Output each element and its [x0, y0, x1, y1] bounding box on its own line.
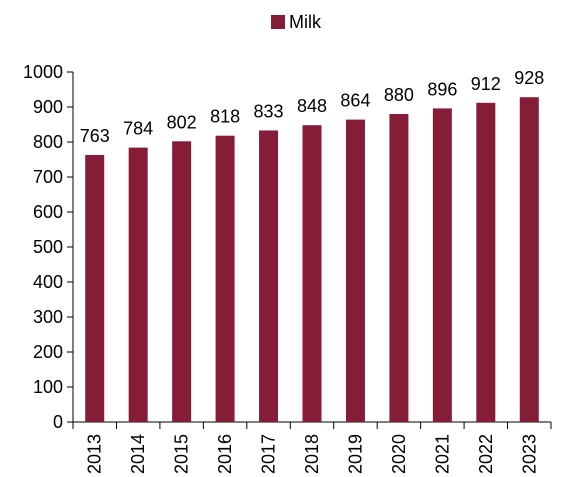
bar-2022	[476, 102, 496, 423]
x-tick-label-2017: 2017	[259, 434, 279, 474]
data-label-2017: 833	[254, 101, 284, 121]
x-tick-label-2013: 2013	[85, 434, 105, 474]
y-tick-label: 700	[33, 167, 63, 187]
legend-label-milk: Milk	[289, 12, 322, 32]
data-label-2016: 818	[210, 107, 240, 127]
y-tick-label: 0	[53, 412, 63, 432]
legend-swatch-milk	[271, 15, 285, 29]
data-label-2019: 864	[340, 91, 370, 111]
bar-2015	[172, 141, 192, 423]
bar-2013	[85, 154, 105, 422]
y-tick-label: 100	[33, 377, 63, 397]
bar-2021	[432, 108, 452, 423]
legend: Milk	[271, 12, 322, 32]
bar-2019	[345, 119, 365, 422]
y-tick-label: 200	[33, 342, 63, 362]
x-tick-label-2016: 2016	[215, 434, 235, 474]
x-tick-label-2015: 2015	[172, 434, 192, 474]
data-label-2022: 912	[471, 74, 501, 94]
data-label-2013: 763	[80, 126, 110, 146]
data-label-2018: 848	[297, 96, 327, 116]
bar-2016	[215, 135, 235, 422]
x-tick-label-2019: 2019	[345, 434, 365, 474]
data-label-2015: 802	[167, 112, 197, 132]
y-tick-label: 1000	[23, 62, 63, 82]
y-tick-label: 800	[33, 132, 63, 152]
bar-2014	[128, 147, 148, 422]
x-tick-label-2018: 2018	[302, 434, 322, 474]
data-label-2021: 896	[427, 79, 457, 99]
x-tick-label-2014: 2014	[128, 434, 148, 474]
y-tick-label: 600	[33, 202, 63, 222]
y-tick-label: 900	[33, 97, 63, 117]
y-axis-ticks: 0 100 200 300 400 500 600 700 800 900 1000	[23, 62, 73, 432]
data-label-2014: 784	[123, 119, 153, 139]
y-tick-label: 400	[33, 272, 63, 292]
bars	[85, 97, 539, 423]
bar-2017	[259, 130, 279, 422]
bar-2023	[519, 97, 539, 422]
x-tick-label-2021: 2021	[432, 434, 452, 474]
y-tick-label: 500	[33, 237, 63, 257]
x-tick-label-2022: 2022	[476, 434, 496, 474]
data-label-2020: 880	[384, 85, 414, 105]
bar-2020	[389, 114, 409, 422]
x-axis-ticks: 2013 2014 2015 2016 2017 2018 2019 2020 2021 2022…	[72, 422, 552, 474]
data-label-2023: 928	[514, 68, 544, 88]
x-tick-label-2023: 2023	[519, 434, 539, 474]
data-labels: 763 784 802 818 833 848 864 880 896 912 928	[80, 68, 545, 146]
y-tick-label: 300	[33, 307, 63, 327]
bar-2018	[302, 125, 322, 422]
x-tick-label-2020: 2020	[389, 434, 409, 474]
